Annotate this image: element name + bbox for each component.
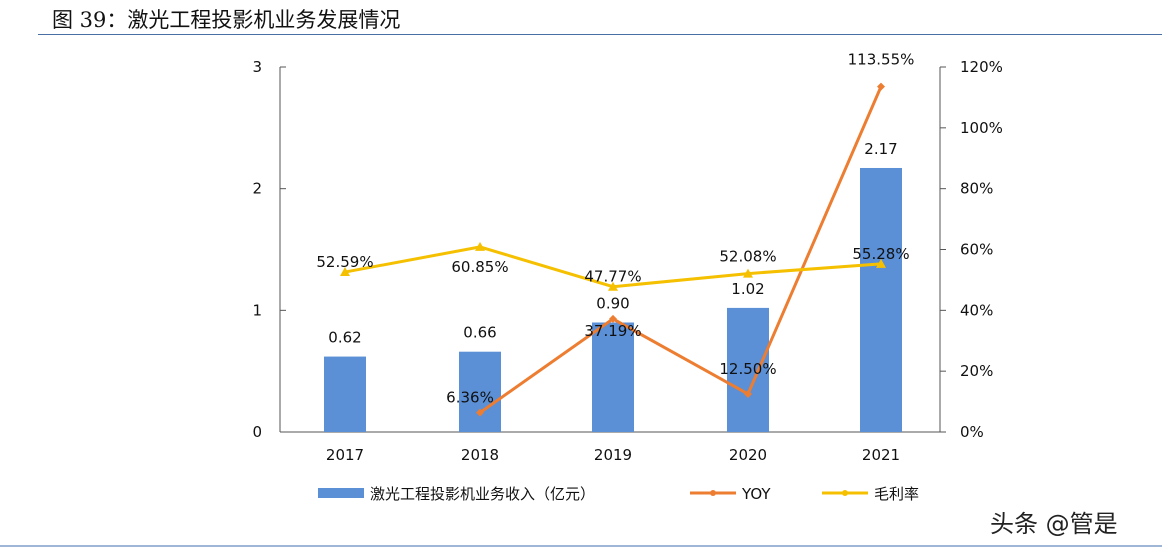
margin-marker — [743, 268, 753, 278]
legend-label: 激光工程投影机业务收入（亿元） — [370, 485, 595, 503]
watermark: 头条 @管是 — [990, 510, 1118, 538]
legend-marker — [710, 490, 716, 496]
right-tick-label: 40% — [960, 301, 993, 319]
right-tick-label: 0% — [960, 423, 984, 441]
bar-label: 1.02 — [731, 280, 764, 298]
x-tick-label: 2021 — [862, 446, 900, 464]
bar-label: 0.62 — [328, 329, 361, 347]
margin-label: 52.59% — [316, 253, 373, 271]
left-tick-label: 3 — [252, 58, 262, 76]
yoy-marker — [744, 389, 752, 398]
bar-label: 2.17 — [864, 140, 897, 158]
x-tick-label: 2019 — [594, 446, 632, 464]
x-tick-label: 2017 — [326, 446, 364, 464]
margin-marker — [608, 281, 618, 291]
margin-label: 55.28% — [852, 245, 909, 263]
bar — [459, 351, 501, 432]
margin-marker — [876, 258, 886, 268]
chart-title: 图 39：激光工程投影机业务发展情况 — [52, 8, 401, 32]
left-tick-label: 2 — [252, 180, 262, 198]
yoy-label: 37.19% — [584, 322, 641, 340]
margin-label: 52.08% — [719, 248, 776, 266]
yoy-marker — [877, 82, 885, 91]
margin-label: 60.85% — [451, 258, 508, 276]
yoy-line — [479, 86, 883, 414]
legend-label: YOY — [741, 485, 771, 503]
yoy-label: 113.55% — [848, 51, 915, 69]
margin-marker — [475, 241, 485, 251]
yoy-label: 6.36% — [446, 389, 494, 407]
bar-label: 0.66 — [463, 324, 496, 342]
right-tick-label: 60% — [960, 241, 993, 259]
bar — [860, 167, 902, 432]
right-tick-label: 100% — [960, 119, 1003, 137]
right-tick-label: 20% — [960, 362, 993, 380]
margin-marker — [340, 267, 350, 277]
margin-label: 47.77% — [584, 268, 641, 286]
left-tick-label: 1 — [252, 301, 262, 319]
title-divider — [38, 34, 1162, 35]
legend-label: 毛利率 — [874, 485, 919, 503]
yoy-marker — [476, 408, 484, 417]
legend-swatch — [318, 488, 364, 498]
legend-marker — [842, 490, 848, 496]
bar — [727, 307, 769, 432]
footer-divider — [0, 545, 1162, 547]
x-tick-label: 2020 — [729, 446, 767, 464]
bar — [324, 356, 366, 432]
yoy-marker — [609, 314, 617, 323]
right-tick-label: 80% — [960, 180, 993, 198]
bar — [592, 322, 634, 432]
right-tick-label: 120% — [960, 58, 1003, 76]
bar-label: 0.90 — [596, 295, 629, 313]
left-tick-label: 0 — [252, 423, 262, 441]
x-tick-label: 2018 — [461, 446, 499, 464]
yoy-label: 12.50% — [719, 360, 776, 378]
